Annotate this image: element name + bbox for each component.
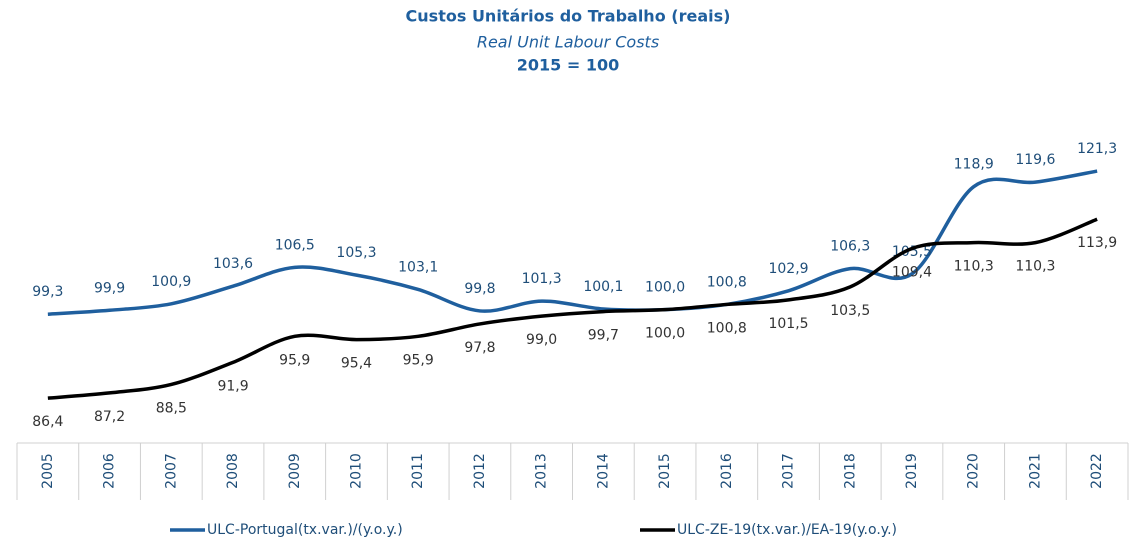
- data-label: 110,3: [954, 259, 994, 275]
- x-tick-label: 2010: [348, 453, 364, 489]
- series-line: [47, 169, 1098, 316]
- legend-label: ULC-ZE-19(tx.var.)/EA-19(y.o.y.): [677, 522, 897, 538]
- series-line: [47, 217, 1098, 400]
- data-label: 100,1: [583, 279, 623, 295]
- data-label: 121,3: [1077, 141, 1117, 157]
- data-label: 99,3: [32, 284, 63, 300]
- data-label: 86,4: [32, 414, 63, 430]
- chart-note: 2015 = 100: [517, 56, 619, 75]
- x-tick-label: 2017: [781, 453, 797, 489]
- x-tick-label: 2006: [102, 453, 118, 489]
- data-label: 88,5: [156, 400, 187, 416]
- data-label: 100,8: [707, 274, 747, 290]
- data-label: 103,5: [830, 303, 870, 319]
- chart-subtitle: Real Unit Labour Costs: [477, 33, 659, 52]
- legend-label: ULC-Portugal(tx.var.)/(y.o.y.): [207, 522, 403, 538]
- data-label: 118,9: [954, 157, 994, 173]
- data-label: 102,9: [768, 261, 808, 277]
- data-label: 100,0: [645, 326, 685, 342]
- data-label: 106,5: [275, 237, 315, 253]
- data-label: 95,4: [341, 356, 372, 372]
- data-label: 106,3: [830, 239, 870, 255]
- data-label: 87,2: [94, 409, 125, 425]
- data-label: 95,9: [403, 352, 434, 368]
- data-label: 109,4: [892, 264, 932, 280]
- x-tick-label: 2019: [904, 453, 920, 489]
- data-label: 99,0: [526, 332, 557, 348]
- x-tick-label: 2008: [225, 453, 241, 489]
- data-label: 101,5: [768, 316, 808, 332]
- data-label: 105,5: [892, 244, 932, 260]
- data-label: 95,9: [279, 352, 310, 368]
- data-label: 99,7: [588, 328, 619, 344]
- data-label: 105,3: [336, 245, 376, 261]
- x-tick-label: 2012: [472, 453, 488, 489]
- x-tick-label: 2020: [966, 453, 982, 489]
- x-tick-label: 2018: [842, 453, 858, 489]
- chart-title: Custos Unitários do Trabalho (reais): [406, 7, 731, 26]
- data-label: 110,3: [1015, 259, 1055, 275]
- data-label: 101,3: [522, 271, 562, 287]
- x-tick-label: 2011: [410, 453, 426, 489]
- data-label: 100,9: [151, 274, 191, 290]
- x-tick-label: 2016: [719, 453, 735, 489]
- x-tick-label: 2014: [595, 453, 611, 489]
- data-label: 113,9: [1077, 235, 1117, 251]
- x-tick-label: 2005: [40, 453, 56, 489]
- x-tick-label: 2009: [287, 453, 303, 489]
- data-label: 97,8: [464, 340, 495, 356]
- x-tick-label: 2013: [534, 453, 550, 489]
- data-label: 103,6: [213, 256, 253, 272]
- x-tick-label: 2015: [657, 453, 673, 489]
- data-label: 100,0: [645, 280, 685, 296]
- data-label: 91,9: [217, 378, 248, 394]
- data-label: 99,8: [464, 281, 495, 297]
- x-tick-label: 2021: [1027, 453, 1043, 489]
- data-label: 99,9: [94, 280, 125, 296]
- x-tick-label: 2022: [1089, 453, 1105, 489]
- data-label: 103,1: [398, 259, 438, 275]
- data-label: 100,8: [707, 320, 747, 336]
- x-tick-label: 2007: [163, 453, 179, 489]
- data-label: 119,6: [1015, 152, 1055, 168]
